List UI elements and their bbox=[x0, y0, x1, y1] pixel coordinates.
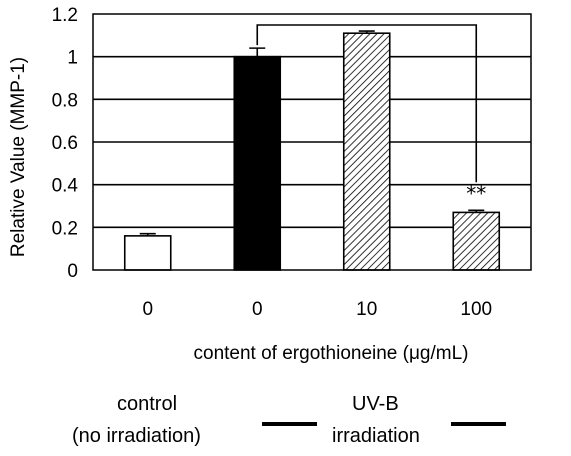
y-tick-label: 1 bbox=[67, 48, 78, 69]
uvb-group-sublabel: irradiation bbox=[332, 425, 420, 447]
x-tick-label: 100 bbox=[460, 299, 492, 320]
error-bars bbox=[139, 30, 485, 236]
control-group-sublabel: (no irradiation) bbox=[72, 425, 201, 447]
y-tick-label: 0.6 bbox=[52, 133, 78, 154]
bar bbox=[123, 235, 172, 271]
y-tick-label: 0.8 bbox=[52, 90, 78, 111]
x-tick-labels: 0 0 10 100 bbox=[142, 299, 492, 320]
significance-line bbox=[256, 24, 478, 183]
bar bbox=[452, 211, 501, 271]
x-tick-label: 10 bbox=[356, 299, 377, 320]
y-axis-label: Relative Value (MMP-1) bbox=[8, 57, 29, 257]
y-tick-label: 0.4 bbox=[52, 176, 79, 197]
y-tick-label: 1.2 bbox=[52, 5, 78, 26]
bars bbox=[123, 32, 501, 271]
plot-frame bbox=[92, 13, 532, 271]
uvb-group-label: UV-B bbox=[352, 393, 399, 415]
x-tick-label: 0 bbox=[142, 299, 153, 320]
y-tick-label: 0 bbox=[67, 261, 78, 282]
bar bbox=[233, 55, 282, 271]
x-axis-label: content of ergothioneine (μg/mL) bbox=[194, 343, 469, 364]
significance-marker: ** bbox=[466, 181, 486, 205]
x-tick-label: 0 bbox=[252, 299, 263, 320]
control-group-label: control bbox=[117, 393, 178, 415]
bar bbox=[342, 32, 391, 271]
y-tick-label: 0.2 bbox=[52, 218, 78, 239]
y-tick-labels: 0 0.2 0.4 0.6 0.8 1 1.2 bbox=[52, 5, 79, 282]
significance-bracket: ** bbox=[256, 24, 486, 205]
